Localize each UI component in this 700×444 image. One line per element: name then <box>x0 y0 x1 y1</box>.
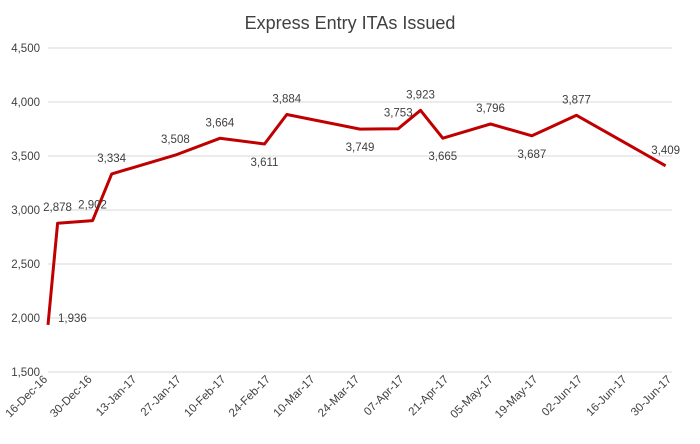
y-tick-label: 2,000 <box>11 313 40 325</box>
y-tick-label: 2,500 <box>11 259 40 271</box>
x-tick-label: 30-Jun-17 <box>629 374 674 419</box>
y-axis-ticks: 1,500 2,000 2,500 3,000 3,500 4,000 4,500 <box>11 43 40 379</box>
data-label: 3,923 <box>406 89 435 101</box>
data-label: 3,409 <box>651 145 680 157</box>
y-tick-label: 1,500 <box>11 367 40 379</box>
gridlines <box>48 47 672 373</box>
data-label: 3,334 <box>97 153 126 165</box>
data-label: 2,878 <box>43 202 72 214</box>
data-label: 3,753 <box>384 108 413 120</box>
x-tick-label: 24-Feb-17 <box>227 374 273 420</box>
data-label: 3,749 <box>346 142 375 154</box>
x-tick-label: 07-Apr-17 <box>362 374 407 419</box>
x-tick-label: 02-Jun-17 <box>540 374 585 419</box>
x-tick-label: 27-Jan-17 <box>139 374 184 419</box>
series-layer <box>46 108 667 326</box>
x-tick-label: 19-May-17 <box>493 374 540 421</box>
data-label: 3,611 <box>251 157 279 169</box>
data-label: 3,884 <box>272 94 301 106</box>
data-label: 3,664 <box>206 117 235 129</box>
x-tick-label: 30-Dec-16 <box>48 374 94 420</box>
x-tick-label: 10-Feb-17 <box>182 374 228 420</box>
x-tick-label: 16-Dec-16 <box>4 374 50 420</box>
data-label: 1,936 <box>58 313 87 325</box>
y-tick-label: 4,000 <box>11 97 40 109</box>
x-tick-label: 05-May-17 <box>448 374 495 421</box>
data-label: 3,687 <box>518 149 547 161</box>
data-label: 3,508 <box>161 134 190 146</box>
data-label: 3,796 <box>476 103 505 115</box>
y-tick-label: 4,500 <box>11 43 40 55</box>
chart-title: Express Entry ITAs Issued <box>245 13 456 33</box>
data-labels: 1,936 2,878 2,902 3,334 3,508 3,664 3,611 3,884… <box>43 89 680 325</box>
y-tick-label: 3,500 <box>11 151 40 163</box>
series-line <box>46 108 667 326</box>
x-tick-label: 10-Mar-17 <box>272 374 318 420</box>
x-tick-label: 21-Apr-17 <box>407 374 452 419</box>
data-label: 3,665 <box>428 151 457 163</box>
data-label: 3,877 <box>562 94 591 106</box>
x-tick-label: 24-Mar-17 <box>316 374 362 420</box>
data-label: 2,902 <box>78 200 107 212</box>
x-tick-label: 16-Jun-17 <box>584 374 629 419</box>
x-tick-label: 13-Jan-17 <box>94 374 139 419</box>
y-tick-label: 3,000 <box>11 205 40 217</box>
